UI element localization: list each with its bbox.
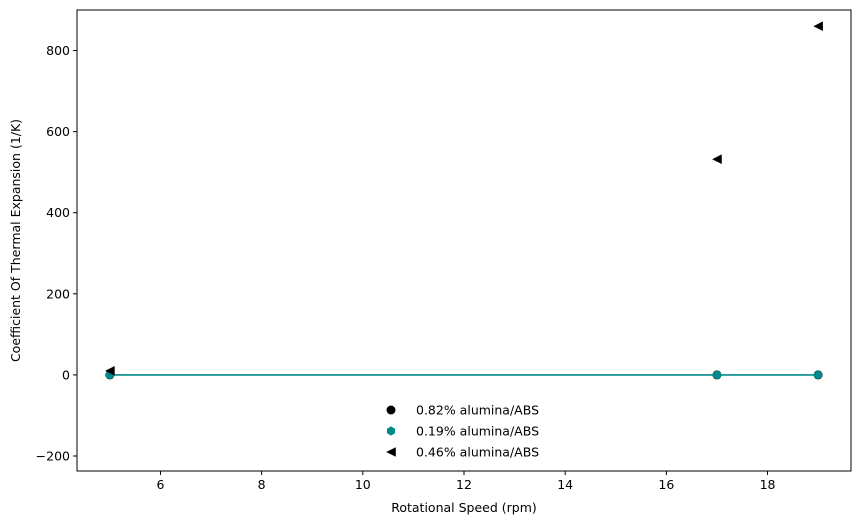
x-tick-label: 16 [658,477,674,492]
data-point-series-2-0 [105,366,115,376]
legend-label-0: 0.82% alumina/ABS [416,403,539,418]
y-tick-label: 800 [46,43,70,58]
x-tick-label: 6 [156,477,164,492]
legend: 0.82% alumina/ABS 0.19% alumina/ABS 0.46% … [386,403,539,460]
data-point-series-2-2 [813,21,823,32]
x-tick-label: 18 [760,477,776,492]
y-tick-label: 600 [46,124,70,139]
y-tick-label: 400 [46,205,70,220]
x-tick-label: 10 [355,477,371,492]
legend-marker-0 [386,405,396,415]
y-axis-label: Coefficient Of Thermal Expansion (1/K) [8,119,23,362]
data-point-series-1-2 [814,370,823,380]
legend-marker-1 [387,426,395,436]
legend-label-1: 0.19% alumina/ABS [416,424,539,439]
plot-area [76,9,852,472]
axis-ticks: 6 8 10 12 14 16 18 −200 0 200 400 600 800 [36,43,776,492]
legend-marker-2 [386,447,396,457]
data-point-series-1-1 [712,370,721,380]
y-tick-label: 200 [46,286,70,301]
x-tick-label: 8 [258,477,266,492]
data-point-series-2-1 [712,154,722,165]
x-tick-label: 12 [456,477,472,492]
legend-label-2: 0.46% alumina/ABS [416,445,539,460]
y-tick-label: −200 [36,448,70,463]
x-tick-label: 14 [557,477,573,492]
y-tick-label: 0 [62,367,70,382]
x-axis-label: Rotational Speed (rpm) [391,500,537,515]
